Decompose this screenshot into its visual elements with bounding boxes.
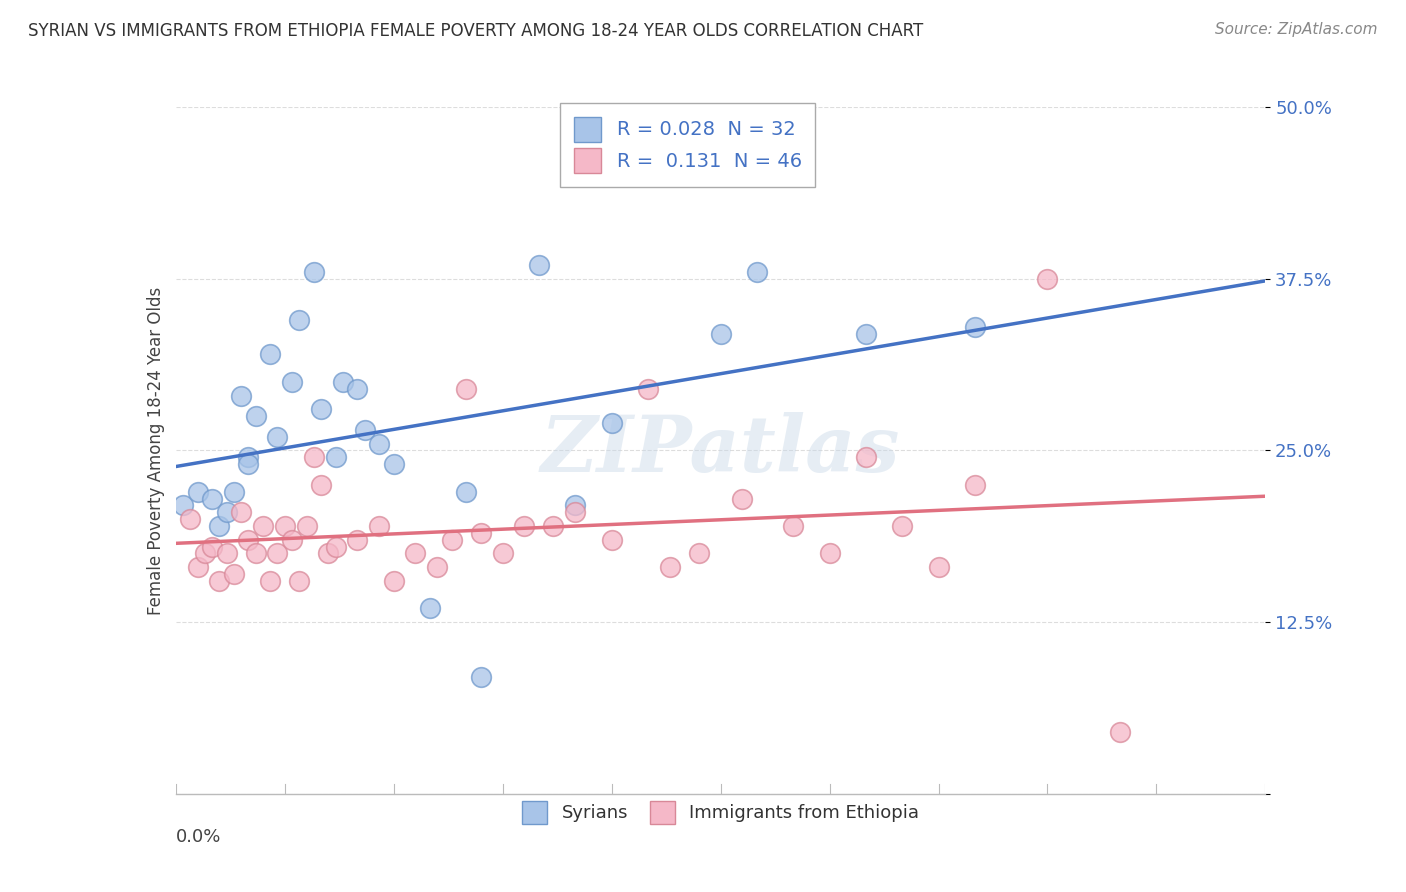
Point	[368, 436, 391, 450]
Point	[405, 546, 427, 561]
Point	[201, 540, 224, 554]
Point	[179, 512, 201, 526]
Point	[318, 546, 340, 561]
Point	[346, 533, 368, 547]
Point	[963, 319, 986, 334]
Point	[564, 499, 586, 513]
Point	[281, 533, 304, 547]
Point	[266, 430, 288, 444]
Point	[295, 519, 318, 533]
Point	[353, 423, 375, 437]
Point	[818, 546, 841, 561]
Point	[194, 546, 217, 561]
Point	[222, 484, 245, 499]
Point	[302, 265, 325, 279]
Point	[215, 546, 238, 561]
Point	[208, 519, 231, 533]
Point	[745, 265, 768, 279]
Point	[302, 450, 325, 465]
Point	[426, 560, 449, 574]
Point	[470, 670, 492, 684]
Point	[346, 382, 368, 396]
Point	[891, 519, 914, 533]
Y-axis label: Female Poverty Among 18-24 Year Olds: Female Poverty Among 18-24 Year Olds	[146, 286, 165, 615]
Point	[231, 388, 253, 402]
Point	[238, 457, 260, 471]
Point	[731, 491, 754, 506]
Point	[637, 382, 659, 396]
Point	[201, 491, 224, 506]
Point	[309, 478, 332, 492]
Point	[456, 484, 478, 499]
Point	[440, 533, 463, 547]
Point	[513, 519, 536, 533]
Point	[238, 450, 260, 465]
Point	[492, 546, 515, 561]
Point	[266, 546, 288, 561]
Point	[245, 409, 267, 423]
Point	[252, 519, 274, 533]
Point	[658, 560, 681, 574]
Point	[564, 505, 586, 519]
Point	[527, 258, 550, 272]
Point	[208, 574, 231, 588]
Point	[281, 375, 304, 389]
Point	[231, 505, 253, 519]
Point	[309, 402, 332, 417]
Text: 0.0%: 0.0%	[176, 828, 221, 847]
Point	[688, 546, 710, 561]
Point	[325, 450, 347, 465]
Point	[172, 499, 194, 513]
Point	[215, 505, 238, 519]
Text: SYRIAN VS IMMIGRANTS FROM ETHIOPIA FEMALE POVERTY AMONG 18-24 YEAR OLDS CORRELAT: SYRIAN VS IMMIGRANTS FROM ETHIOPIA FEMAL…	[28, 22, 924, 40]
Point	[382, 457, 405, 471]
Point	[325, 540, 347, 554]
Point	[543, 519, 565, 533]
Text: Source: ZipAtlas.com: Source: ZipAtlas.com	[1215, 22, 1378, 37]
Point	[186, 560, 209, 574]
Point	[245, 546, 267, 561]
Point	[1109, 725, 1132, 739]
Point	[855, 326, 877, 341]
Point	[259, 347, 281, 361]
Point	[238, 533, 260, 547]
Point	[419, 601, 441, 615]
Point	[1036, 271, 1059, 285]
Point	[963, 478, 986, 492]
Point	[274, 519, 297, 533]
Legend: Syrians, Immigrants from Ethiopia: Syrians, Immigrants from Ethiopia	[513, 792, 928, 833]
Point	[710, 326, 733, 341]
Point	[186, 484, 209, 499]
Point	[368, 519, 391, 533]
Point	[288, 313, 311, 327]
Point	[259, 574, 281, 588]
Point	[855, 450, 877, 465]
Point	[600, 416, 623, 430]
Point	[928, 560, 950, 574]
Text: ZIPatlas: ZIPatlas	[541, 412, 900, 489]
Point	[470, 525, 492, 540]
Point	[382, 574, 405, 588]
Point	[600, 533, 623, 547]
Point	[456, 382, 478, 396]
Point	[332, 375, 354, 389]
Point	[288, 574, 311, 588]
Point	[222, 567, 245, 582]
Point	[782, 519, 804, 533]
